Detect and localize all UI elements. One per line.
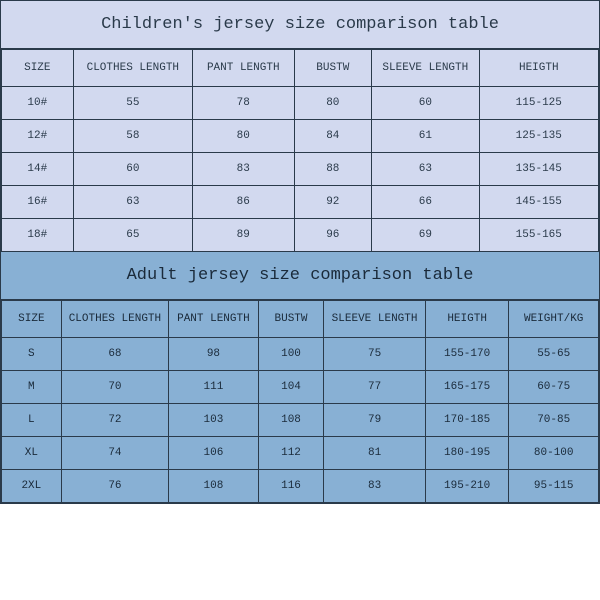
col-header: SIZE bbox=[2, 301, 62, 338]
col-header: CLOTHES LENGTH bbox=[61, 301, 168, 338]
cell: 155-170 bbox=[425, 338, 509, 371]
cell: 103 bbox=[169, 404, 259, 437]
cell: 81 bbox=[324, 437, 425, 470]
size-tables-container: Children's jersey size comparison table … bbox=[0, 0, 600, 504]
cell: 145-155 bbox=[479, 186, 598, 219]
cell: 14# bbox=[2, 153, 74, 186]
col-header: HEIGTH bbox=[479, 50, 598, 87]
cell: 16# bbox=[2, 186, 74, 219]
cell: XL bbox=[2, 437, 62, 470]
col-header: CLOTHES LENGTH bbox=[73, 50, 192, 87]
children-size-table: SIZE CLOTHES LENGTH PANT LENGTH BUSTW SL… bbox=[1, 49, 599, 252]
cell: 74 bbox=[61, 437, 168, 470]
cell: 112 bbox=[258, 437, 324, 470]
cell: 89 bbox=[193, 219, 294, 252]
cell: 86 bbox=[193, 186, 294, 219]
children-tbody: 10#55788060115-12512#58808461125-13514#6… bbox=[2, 87, 599, 252]
table-row: 12#58808461125-135 bbox=[2, 120, 599, 153]
cell: 69 bbox=[372, 219, 479, 252]
cell: 135-145 bbox=[479, 153, 598, 186]
cell: 61 bbox=[372, 120, 479, 153]
cell: 88 bbox=[294, 153, 372, 186]
table-row: XL7410611281180-19580-100 bbox=[2, 437, 599, 470]
cell: 106 bbox=[169, 437, 259, 470]
table-row: S689810075155-17055-65 bbox=[2, 338, 599, 371]
cell: M bbox=[2, 371, 62, 404]
cell: 116 bbox=[258, 470, 324, 503]
cell: 95-115 bbox=[509, 470, 599, 503]
cell: 72 bbox=[61, 404, 168, 437]
cell: 170-185 bbox=[425, 404, 509, 437]
cell: 83 bbox=[324, 470, 425, 503]
table-row: M7011110477165-17560-75 bbox=[2, 371, 599, 404]
table-row: 10#55788060115-125 bbox=[2, 87, 599, 120]
cell: 111 bbox=[169, 371, 259, 404]
cell: 92 bbox=[294, 186, 372, 219]
cell: 75 bbox=[324, 338, 425, 371]
cell: 60 bbox=[372, 87, 479, 120]
cell: 18# bbox=[2, 219, 74, 252]
cell: 55-65 bbox=[509, 338, 599, 371]
cell: 66 bbox=[372, 186, 479, 219]
cell: 10# bbox=[2, 87, 74, 120]
col-header: HEIGTH bbox=[425, 301, 509, 338]
adult-size-table: SIZE CLOTHES LENGTH PANT LENGTH BUSTW SL… bbox=[1, 300, 599, 503]
cell: 80 bbox=[294, 87, 372, 120]
col-header: SLEEVE LENGTH bbox=[372, 50, 479, 87]
cell: 63 bbox=[372, 153, 479, 186]
cell: 96 bbox=[294, 219, 372, 252]
children-table-title: Children's jersey size comparison table bbox=[1, 1, 599, 49]
adult-table-title: Adult jersey size comparison table bbox=[1, 252, 599, 300]
cell: 70-85 bbox=[509, 404, 599, 437]
cell: 68 bbox=[61, 338, 168, 371]
table-row: 16#63869266145-155 bbox=[2, 186, 599, 219]
cell: 65 bbox=[73, 219, 192, 252]
cell: 108 bbox=[169, 470, 259, 503]
cell: 83 bbox=[193, 153, 294, 186]
cell: 100 bbox=[258, 338, 324, 371]
cell: 195-210 bbox=[425, 470, 509, 503]
children-header-row: SIZE CLOTHES LENGTH PANT LENGTH BUSTW SL… bbox=[2, 50, 599, 87]
cell: 115-125 bbox=[479, 87, 598, 120]
col-header: SLEEVE LENGTH bbox=[324, 301, 425, 338]
cell: 165-175 bbox=[425, 371, 509, 404]
col-header: BUSTW bbox=[294, 50, 372, 87]
cell: 84 bbox=[294, 120, 372, 153]
cell: 76 bbox=[61, 470, 168, 503]
adult-section: Adult jersey size comparison table SIZE … bbox=[1, 252, 599, 503]
cell: 80-100 bbox=[509, 437, 599, 470]
cell: 63 bbox=[73, 186, 192, 219]
children-section: Children's jersey size comparison table … bbox=[1, 1, 599, 252]
cell: 180-195 bbox=[425, 437, 509, 470]
col-header: PANT LENGTH bbox=[193, 50, 294, 87]
table-row: 14#60838863135-145 bbox=[2, 153, 599, 186]
cell: 108 bbox=[258, 404, 324, 437]
cell: 104 bbox=[258, 371, 324, 404]
cell: 98 bbox=[169, 338, 259, 371]
adult-header-row: SIZE CLOTHES LENGTH PANT LENGTH BUSTW SL… bbox=[2, 301, 599, 338]
cell: 58 bbox=[73, 120, 192, 153]
cell: 12# bbox=[2, 120, 74, 153]
cell: 125-135 bbox=[479, 120, 598, 153]
table-row: 18#65899669155-165 bbox=[2, 219, 599, 252]
col-header: PANT LENGTH bbox=[169, 301, 259, 338]
table-row: 2XL7610811683195-21095-115 bbox=[2, 470, 599, 503]
cell: S bbox=[2, 338, 62, 371]
cell: 60 bbox=[73, 153, 192, 186]
adult-tbody: S689810075155-17055-65M7011110477165-175… bbox=[2, 338, 599, 503]
col-header: SIZE bbox=[2, 50, 74, 87]
col-header: WEIGHT/KG bbox=[509, 301, 599, 338]
cell: L bbox=[2, 404, 62, 437]
cell: 55 bbox=[73, 87, 192, 120]
col-header: BUSTW bbox=[258, 301, 324, 338]
cell: 60-75 bbox=[509, 371, 599, 404]
cell: 70 bbox=[61, 371, 168, 404]
cell: 80 bbox=[193, 120, 294, 153]
cell: 79 bbox=[324, 404, 425, 437]
cell: 2XL bbox=[2, 470, 62, 503]
table-row: L7210310879170-18570-85 bbox=[2, 404, 599, 437]
cell: 77 bbox=[324, 371, 425, 404]
cell: 78 bbox=[193, 87, 294, 120]
cell: 155-165 bbox=[479, 219, 598, 252]
